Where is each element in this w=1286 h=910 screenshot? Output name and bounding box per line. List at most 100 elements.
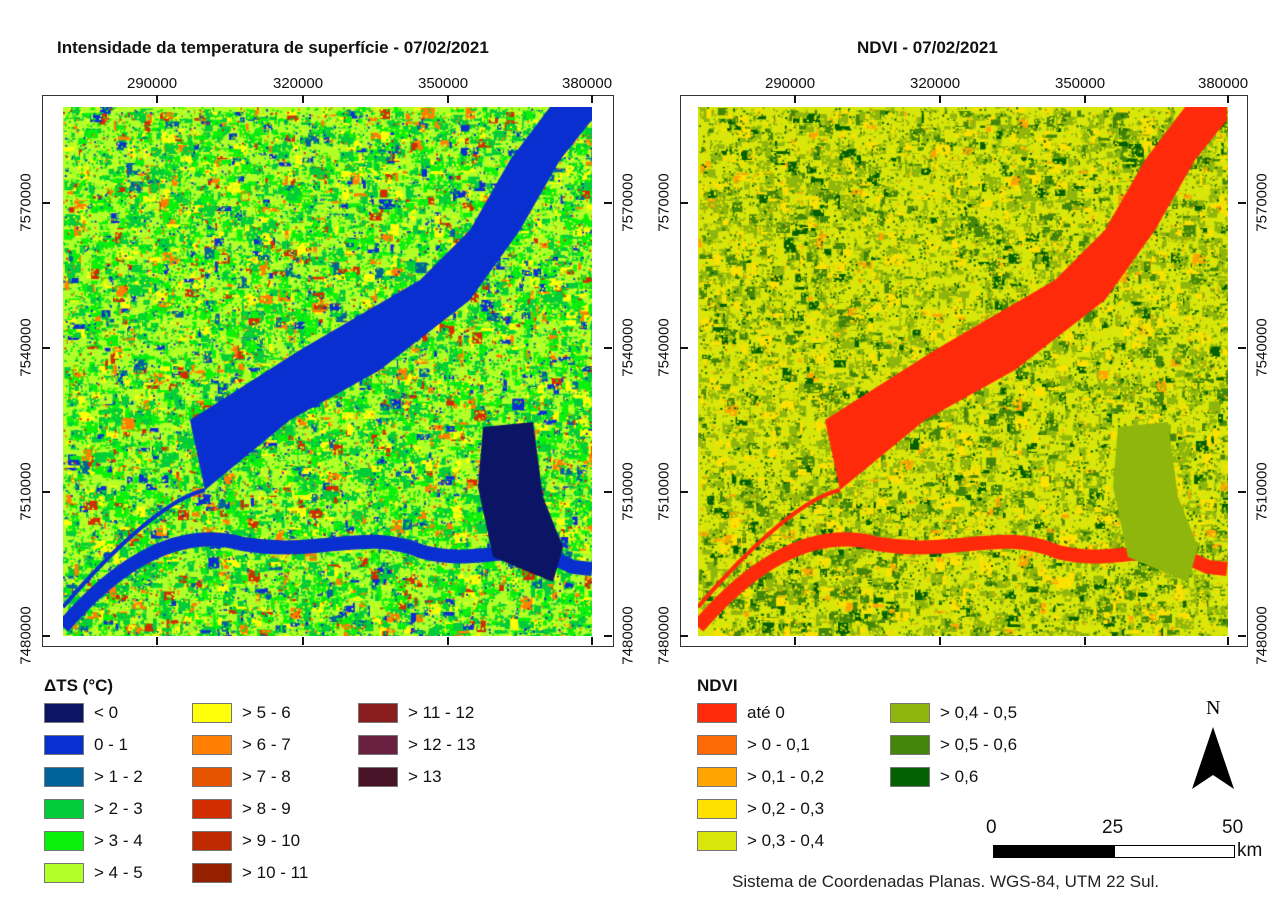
legend-label: > 11 - 12: [408, 703, 475, 722]
legend-label: > 0,1 - 0,2: [747, 767, 825, 786]
legend-label: > 2 - 3: [94, 799, 143, 818]
legend-swatch: [697, 799, 737, 819]
y-tick-label: 7510000: [17, 462, 35, 521]
legend-item: > 0 - 0,1: [697, 735, 810, 755]
y-tick-mark: [1238, 202, 1246, 204]
y-tick-mark: [1238, 347, 1246, 349]
legend-swatch: [192, 703, 232, 723]
legend-item: > 2 - 3: [44, 799, 143, 819]
legend-label: > 9 - 10: [242, 831, 301, 850]
legend-swatch: [890, 703, 930, 723]
legend-item: > 12 - 13: [358, 735, 476, 755]
legend-swatch: [44, 831, 84, 851]
x-tick-label: 380000: [1198, 75, 1249, 92]
x-tick-label: 320000: [273, 75, 324, 92]
legend-label: > 3 - 4: [94, 831, 143, 850]
legend-swatch: [890, 735, 930, 755]
legend-item: > 13: [358, 767, 442, 787]
legend-swatch: [697, 831, 737, 851]
legend-swatch: [44, 863, 84, 883]
legend-item: > 3 - 4: [44, 831, 143, 851]
legend-label: > 6 - 7: [242, 735, 291, 754]
scale-bar-white-segment: [1114, 845, 1235, 858]
y-tick-label: 7540000: [17, 318, 35, 377]
x-tick-mark: [447, 637, 449, 645]
coordinate-system-note: Sistema de Coordenadas Planas. WGS-84, U…: [732, 872, 1160, 891]
x-tick-mark: [939, 95, 941, 103]
legend-swatch: [192, 767, 232, 787]
legend-label: > 0,4 - 0,5: [940, 703, 1018, 722]
y-tick-label: 7540000: [655, 318, 673, 377]
legend-label: > 10 - 11: [242, 863, 309, 882]
legend-item: > 5 - 6: [192, 703, 291, 723]
legend-item: < 0: [44, 703, 118, 723]
legend-swatch: [192, 863, 232, 883]
legend-swatch: [192, 831, 232, 851]
x-tick-mark: [1227, 95, 1229, 103]
x-tick-mark: [156, 95, 158, 103]
legend-label: > 13: [408, 767, 442, 786]
y-tick-label: 7510000: [619, 462, 637, 521]
legend-swatch: [44, 703, 84, 723]
legend-label: > 7 - 8: [242, 767, 291, 786]
y-tick-mark: [42, 635, 50, 637]
scale-label-0: 0: [986, 817, 997, 838]
y-tick-mark: [42, 202, 50, 204]
legend-label: > 0,2 - 0,3: [747, 799, 825, 818]
y-tick-mark: [604, 635, 612, 637]
legend-item: até 0: [697, 703, 785, 723]
y-tick-mark: [604, 347, 612, 349]
y-tick-label: 7570000: [655, 173, 673, 232]
x-tick-mark: [447, 95, 449, 103]
legend-label: > 0,5 - 0,6: [940, 735, 1018, 754]
legend-label: 0 - 1: [94, 735, 129, 754]
legend-swatch: [192, 735, 232, 755]
legend-label: > 4 - 5: [94, 863, 143, 882]
y-tick-mark: [42, 347, 50, 349]
y-tick-label: 7480000: [655, 606, 673, 665]
y-tick-mark: [1238, 491, 1246, 493]
ndvi-legend-title: NDVI: [697, 676, 738, 695]
x-tick-mark: [1084, 637, 1086, 645]
legend-label: > 12 - 13: [408, 735, 476, 754]
y-tick-mark: [604, 202, 612, 204]
y-tick-label: 7540000: [619, 318, 637, 377]
legend-label: > 5 - 6: [242, 703, 291, 722]
y-tick-label: 7480000: [619, 606, 637, 665]
x-tick-label: 380000: [562, 75, 613, 92]
y-tick-mark: [1238, 635, 1246, 637]
legend-swatch: [697, 735, 737, 755]
legend-swatch: [44, 767, 84, 787]
legend-swatch: [697, 703, 737, 723]
x-tick-mark: [591, 95, 593, 103]
x-tick-mark: [939, 637, 941, 645]
ndvi-map-raster: [698, 107, 1228, 636]
legend-item: > 0,1 - 0,2: [697, 767, 824, 787]
legend-label: > 0,6: [940, 767, 979, 786]
y-tick-label: 7540000: [1253, 318, 1271, 377]
x-tick-label: 350000: [418, 75, 469, 92]
legend-label: até 0: [747, 703, 785, 722]
x-tick-mark: [156, 637, 158, 645]
y-tick-label: 7480000: [17, 606, 35, 665]
north-label: N: [1206, 697, 1221, 719]
legend-item: > 0,6: [890, 767, 978, 787]
legend-label: > 0,3 - 0,4: [747, 831, 825, 850]
lst-legend-title: ΔTS (°C): [44, 676, 114, 695]
legend-item: > 8 - 9: [192, 799, 291, 819]
x-tick-mark: [1227, 637, 1229, 645]
y-tick-mark: [680, 202, 688, 204]
scale-bar-black-segment: [993, 845, 1116, 858]
legend-item: > 0,5 - 0,6: [890, 735, 1017, 755]
legend-item: > 1 - 2: [44, 767, 143, 787]
legend-item: > 0,2 - 0,3: [697, 799, 824, 819]
legend-swatch: [358, 703, 398, 723]
x-tick-label: 290000: [127, 75, 178, 92]
legend-swatch: [358, 767, 398, 787]
legend-item: > 0,4 - 0,5: [890, 703, 1017, 723]
y-tick-label: 7570000: [17, 173, 35, 232]
y-tick-label: 7570000: [1253, 173, 1271, 232]
legend-item: > 10 - 11: [192, 863, 308, 883]
legend-item: > 7 - 8: [192, 767, 291, 787]
y-tick-label: 7570000: [619, 173, 637, 232]
